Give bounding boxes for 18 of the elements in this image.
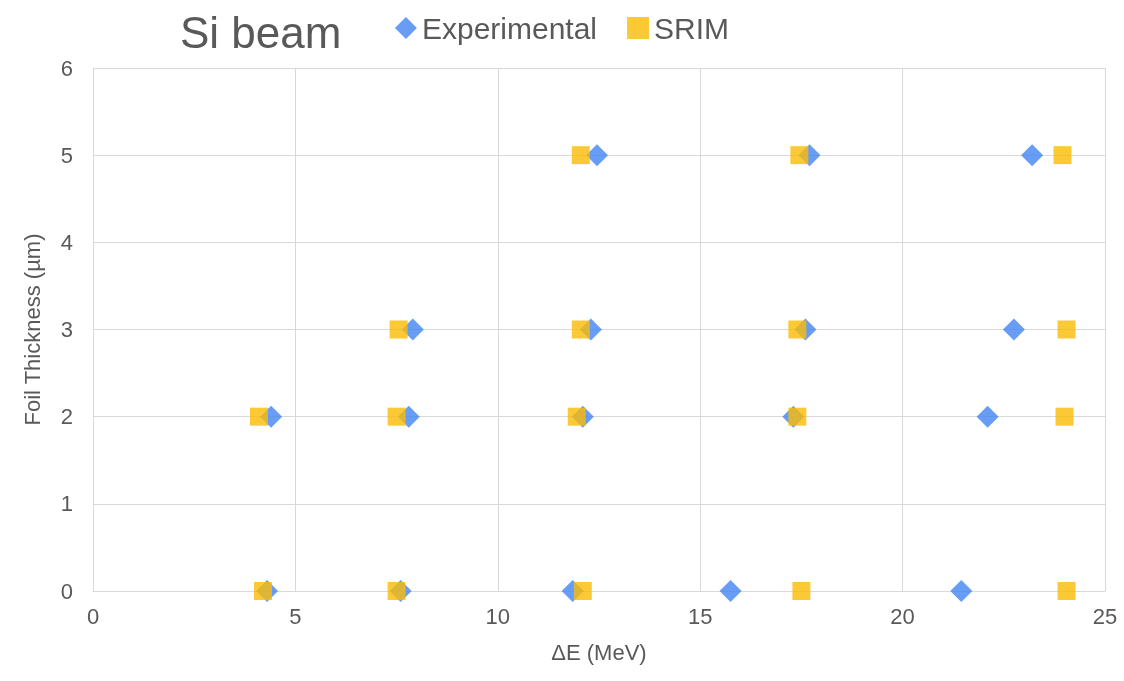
x-tick-label: 20 <box>890 603 915 629</box>
x-tick-label: 5 <box>289 603 302 629</box>
x-axis-title: ΔE (MeV) <box>551 639 647 665</box>
y-tick-label: 4 <box>60 229 73 255</box>
y-tick-label: 6 <box>60 55 73 81</box>
legend-label: SRIM <box>654 11 730 45</box>
x-tick-label: 10 <box>485 603 511 629</box>
y-tick-label: 0 <box>60 578 73 604</box>
x-tick-label: 25 <box>1092 603 1118 629</box>
x-tick-label: 0 <box>86 603 100 629</box>
y-tick-label: 3 <box>60 317 73 342</box>
y-tick-label: 2 <box>60 404 73 430</box>
y-axis-title: Foil Thickness (µm) <box>19 233 45 426</box>
x-tick-label: 15 <box>687 603 713 629</box>
y-tick-label: 5 <box>60 142 73 168</box>
chart-title: Si beam <box>180 7 342 57</box>
legend-label: Experimental <box>421 11 598 45</box>
y-tick-label: 1 <box>60 491 73 517</box>
